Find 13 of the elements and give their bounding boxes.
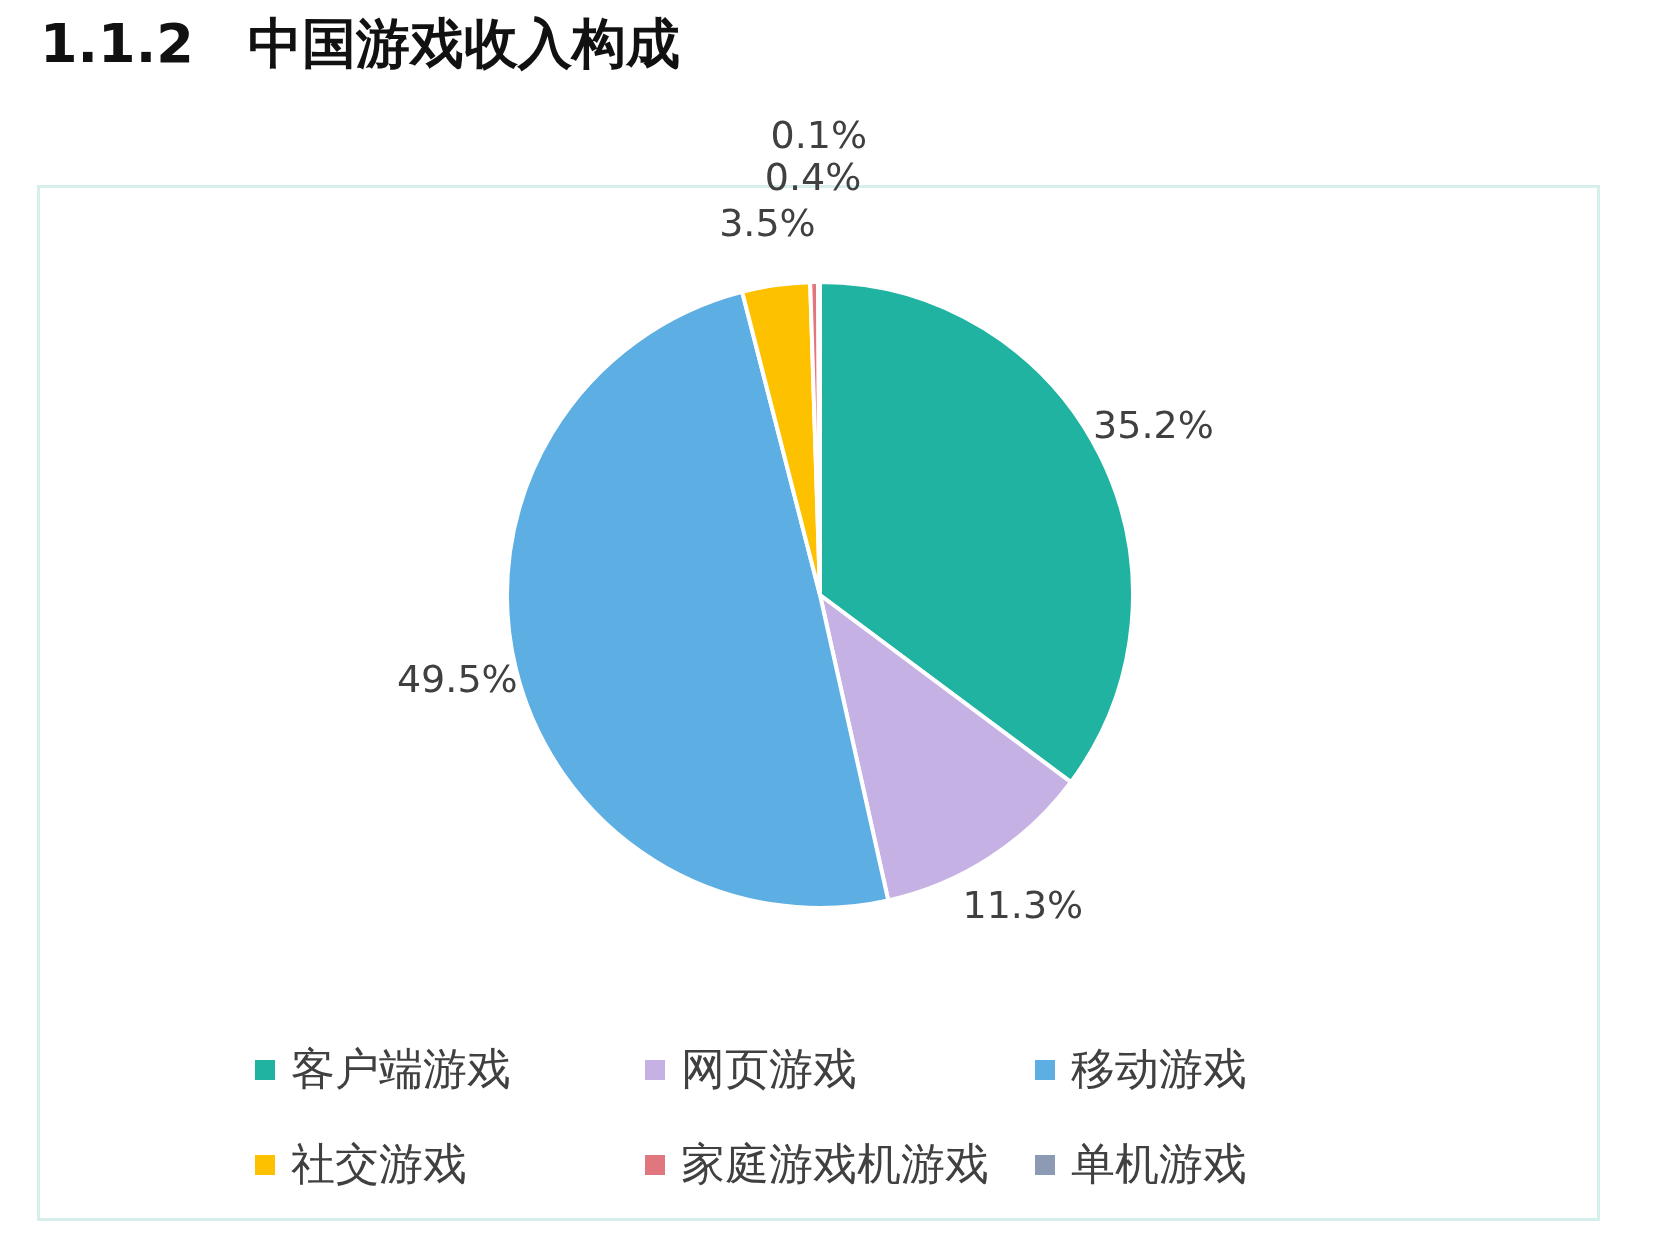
legend-label: 家庭游戏机游戏 [681,1137,989,1191]
data-label: 11.3% [962,882,1084,927]
legend-label: 网页游戏 [681,1042,857,1096]
data-label: 35.2% [1093,402,1214,447]
data-label: 0.4% [764,154,862,199]
data-label: 3.5% [719,200,816,245]
legend-label: 客户端游戏 [291,1042,511,1096]
data-label: 0.1% [770,112,868,157]
legend-label: 单机游戏 [1071,1137,1247,1191]
legend-label: 移动游戏 [1071,1042,1247,1096]
legend-label: 社交游戏 [291,1137,467,1191]
chart-title: 1.1.2 中国游戏收入构成 [40,11,680,77]
data-label: 49.5% [396,656,518,701]
